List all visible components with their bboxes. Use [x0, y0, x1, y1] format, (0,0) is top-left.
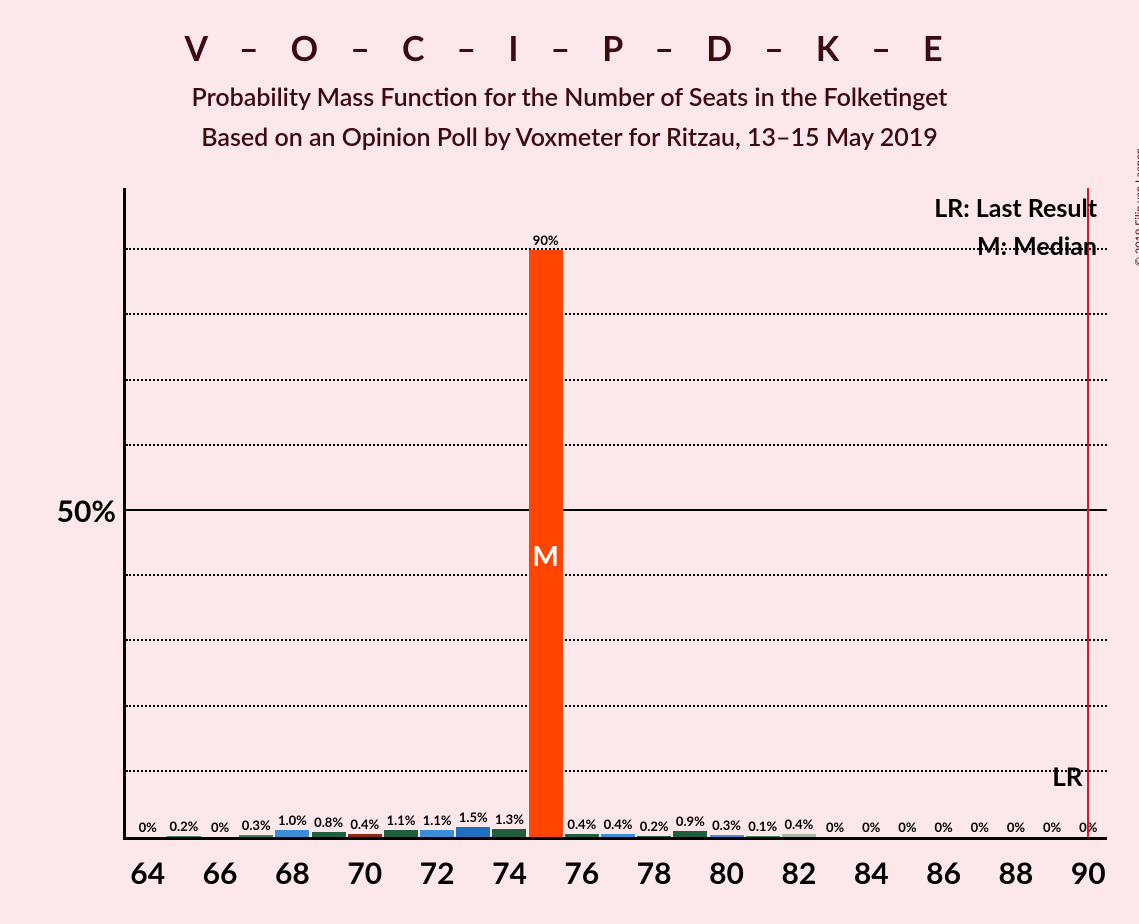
- gridline: [126, 705, 1107, 707]
- chart-subtitle-2: Based on an Opinion Poll by Voxmeter for…: [0, 122, 1139, 152]
- last-result-line: [1087, 188, 1089, 837]
- gridline: [126, 574, 1107, 576]
- bar-value-label: 1.1%: [387, 812, 416, 830]
- bar-value-label: 0.9%: [676, 813, 705, 831]
- bar: 90%M: [529, 250, 563, 837]
- x-axis-label: 76: [564, 837, 599, 891]
- bar-value-label: 0.4%: [604, 816, 633, 834]
- bar-value-label: 0%: [211, 819, 229, 837]
- gridline: [126, 444, 1107, 446]
- x-axis-label: 84: [854, 837, 889, 891]
- bar-value-label: 1.1%: [423, 812, 452, 830]
- bar-value-label: 0%: [139, 819, 157, 837]
- x-axis-label: 74: [492, 837, 527, 891]
- bar-value-label: 0.4%: [350, 816, 379, 834]
- x-axis-label: 82: [781, 837, 816, 891]
- bar-value-label: 90%: [533, 232, 559, 250]
- bar: 1.3%: [492, 829, 526, 837]
- bar-value-label: 0.4%: [567, 816, 596, 834]
- x-axis-label: 72: [420, 837, 455, 891]
- bar: 1.1%: [420, 830, 454, 837]
- x-axis-label: 68: [275, 837, 310, 891]
- bar-value-label: 0.2%: [169, 818, 198, 836]
- x-axis-label: 78: [637, 837, 672, 891]
- bar: 0.3%: [710, 835, 744, 837]
- bar-value-label: 0%: [934, 819, 952, 837]
- x-axis-label: 66: [203, 837, 238, 891]
- plot-area: 50%64666870727476788082848688900%0.2%0%0…: [123, 188, 1107, 840]
- bar-value-label: 0.3%: [242, 817, 271, 835]
- gridline: [126, 639, 1107, 641]
- bar-value-label: 0.2%: [640, 818, 669, 836]
- bar: 0.2%: [637, 836, 671, 837]
- bar: 0.9%: [673, 831, 707, 837]
- bar: 1.0%: [275, 830, 309, 837]
- bar-value-label: 1.3%: [495, 811, 524, 829]
- x-axis-label: 70: [347, 837, 382, 891]
- gridline: [126, 509, 1107, 511]
- bar: 0.2%: [167, 836, 201, 837]
- x-axis-label: 88: [999, 837, 1034, 891]
- gridline: [126, 379, 1107, 381]
- median-mark: M: [532, 538, 558, 572]
- bar-value-label: 0%: [862, 819, 880, 837]
- bar: 0.4%: [601, 834, 635, 837]
- bar-value-label: 0%: [971, 819, 989, 837]
- gridline: [126, 770, 1107, 772]
- bar: 1.5%: [456, 827, 490, 837]
- x-axis-label: 90: [1071, 837, 1106, 891]
- bar: 0.4%: [565, 834, 599, 837]
- y-axis-label: 50%: [57, 493, 126, 529]
- x-axis-label: 80: [709, 837, 744, 891]
- bar: 0.1%: [746, 836, 780, 837]
- gridline: [126, 248, 1107, 250]
- legend-item: LR: Last Result: [934, 193, 1097, 223]
- bar: 0.4%: [782, 834, 816, 837]
- bar: 0.4%: [348, 834, 382, 837]
- bar-value-label: 0.4%: [784, 816, 813, 834]
- bar-value-label: 0.3%: [712, 817, 741, 835]
- bar: 0.8%: [312, 832, 346, 837]
- bar-value-label: 0%: [1007, 819, 1025, 837]
- x-axis-label: 64: [130, 837, 165, 891]
- copyright-text: © 2019 Filip van Laenen: [1133, 148, 1139, 266]
- gridline: [126, 313, 1107, 315]
- bar-value-label: 0%: [826, 819, 844, 837]
- bar: 0.3%: [239, 835, 273, 837]
- chart-subtitle-1: Probability Mass Function for the Number…: [0, 82, 1139, 112]
- bar-value-label: 1.5%: [459, 809, 488, 827]
- legend-item: M: Median: [977, 231, 1097, 261]
- x-axis-label: 86: [926, 837, 961, 891]
- bar: 1.1%: [384, 830, 418, 837]
- bar-value-label: 0%: [1043, 819, 1061, 837]
- bar-value-label: 0%: [898, 819, 916, 837]
- bar-value-label: 1.0%: [278, 812, 307, 830]
- last-result-label: LR: [1052, 760, 1082, 792]
- bar-value-label: 0.1%: [748, 818, 777, 836]
- bar-value-label: 0.8%: [314, 814, 343, 832]
- chart-title: V – O – C – I – P – D – K – E: [0, 28, 1139, 69]
